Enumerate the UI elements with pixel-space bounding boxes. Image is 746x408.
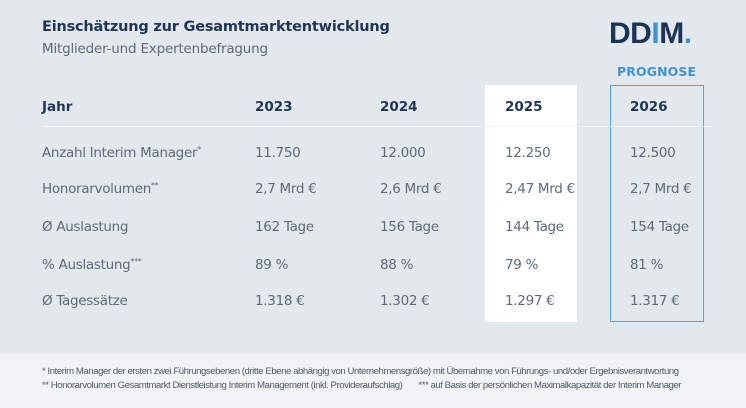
forecast-label: PROGNOSE — [617, 64, 697, 79]
cell-2023: 2,7 Mrd € — [255, 181, 317, 197]
column-header-2024: 2024 — [380, 99, 418, 115]
logo-dot: . — [683, 17, 692, 50]
table-row: Ø Tagessätze 1.318 € 1.302 € 1.297 € 1.3… — [0, 293, 746, 313]
logo-part-i: I — [651, 17, 660, 50]
column-header-2023: 2023 — [255, 99, 293, 115]
footnote-mark: * — [197, 145, 201, 154]
row-label: Honorarvolumen** — [42, 181, 159, 197]
cell-2026: 81 % — [630, 257, 664, 273]
logo-part-m: M — [659, 17, 684, 50]
cell-2024: 88 % — [380, 257, 414, 273]
cell-2025: 1.297 € — [505, 293, 555, 309]
row-label: Ø Auslastung — [42, 219, 129, 235]
footnote-2: ** Honorarvolumen Gesamtmarkt Dienstleis… — [42, 380, 403, 391]
row-label: % Auslastung*** — [42, 257, 142, 273]
table-row: Ø Auslastung 162 Tage 156 Tage 144 Tage … — [0, 219, 746, 239]
footnote-mark: ** — [150, 181, 159, 190]
column-header-year: Jahr — [42, 99, 73, 115]
cell-2025: 144 Tage — [505, 219, 564, 235]
footnote-3: *** auf Basis der persönlichen Maximalka… — [418, 380, 682, 391]
cell-2026: 154 Tage — [630, 219, 689, 235]
cell-2026: 12.500 — [630, 145, 676, 161]
cell-2025: 79 % — [505, 257, 539, 273]
footnote-1: * Interim Manager der ersten zwei Führun… — [42, 366, 679, 377]
logo-part-dd: DD — [609, 17, 652, 50]
cell-2026: 1.317 € — [630, 293, 680, 309]
column-header-2026: 2026 — [630, 99, 668, 115]
header-divider — [42, 126, 712, 127]
cell-2024: 1.302 € — [380, 293, 430, 309]
cell-2024: 156 Tage — [380, 219, 439, 235]
cell-2023: 89 % — [255, 257, 289, 273]
footnote-mark: *** — [130, 257, 142, 266]
column-highlight-2025 — [485, 85, 577, 322]
table-row: % Auslastung*** 89 % 88 % 79 % 81 % — [0, 257, 746, 277]
page-subtitle: Mitglieder-und Expertenbefragung — [42, 41, 268, 57]
table-row: Honorarvolumen** 2,7 Mrd € 2,6 Mrd € 2,4… — [0, 181, 746, 201]
footnote-2-3: ** Honorarvolumen Gesamtmarkt Dienstleis… — [42, 380, 681, 391]
footnotes-section: * Interim Manager der ersten zwei Führun… — [0, 353, 746, 408]
page-title: Einschätzung zur Gesamtmarktentwicklung — [42, 19, 390, 35]
cell-2023: 1.318 € — [255, 293, 305, 309]
cell-2025: 2,47 Mrd € — [505, 181, 575, 197]
row-label: Ø Tagessätze — [42, 293, 128, 309]
table-row: Anzahl Interim Manager* 11.750 12.000 12… — [0, 145, 746, 165]
cell-2025: 12.250 — [505, 145, 551, 161]
cell-2023: 162 Tage — [255, 219, 314, 235]
cell-2024: 12.000 — [380, 145, 426, 161]
cell-2026: 2,7 Mrd € — [630, 181, 692, 197]
row-label: Anzahl Interim Manager* — [42, 145, 201, 161]
cell-2023: 11.750 — [255, 145, 301, 161]
column-forecast-frame-2026 — [610, 85, 704, 322]
column-header-2025: 2025 — [505, 99, 543, 115]
table-header-row: Jahr 2023 2024 2025 2026 — [0, 99, 746, 119]
ddim-logo: DDIM. — [609, 18, 692, 50]
cell-2024: 2,6 Mrd € — [380, 181, 442, 197]
